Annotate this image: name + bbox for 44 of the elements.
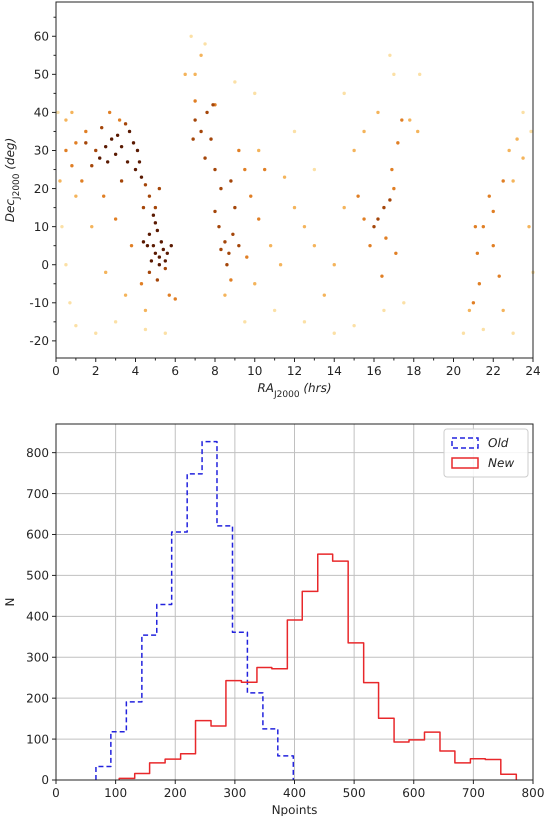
y-tick-label: 0 xyxy=(41,773,49,788)
y-tick-label: 300 xyxy=(26,650,49,664)
y-tick-label: 400 xyxy=(26,610,49,624)
x-tick-label: 20 xyxy=(446,364,462,378)
y-tick-label: 10 xyxy=(34,220,49,234)
x-tick-label: 800 xyxy=(522,786,544,800)
y-tick-label: 0 xyxy=(41,258,49,272)
y-tick-label: 200 xyxy=(26,691,49,706)
x-tick-label: 16 xyxy=(366,364,382,378)
legend-label: Old xyxy=(488,436,509,450)
x-tick-label: 2 xyxy=(92,364,100,378)
x-tick-label: 400 xyxy=(283,786,306,800)
y-tick-label: 50 xyxy=(34,68,49,82)
y-tick-label: 800 xyxy=(26,446,49,460)
x-tick-label: 100 xyxy=(104,786,128,800)
x-tick-label: 6 xyxy=(171,364,180,378)
x-tick-label: 600 xyxy=(402,786,426,800)
x-tick-label: 12 xyxy=(286,364,302,378)
x-tick-label: 0 xyxy=(52,364,60,378)
x-tick-label: 500 xyxy=(342,786,366,800)
y-tick-label: 40 xyxy=(34,106,49,120)
y-tick-label: 30 xyxy=(34,144,49,158)
x-tick-label: 200 xyxy=(164,786,187,800)
x-tick-label: 22 xyxy=(486,364,501,378)
x-tick-label: 300 xyxy=(223,786,246,800)
x-tick-label: 8 xyxy=(211,364,219,378)
x-tick-label: 700 xyxy=(462,786,485,800)
x-tick-label: 24 xyxy=(525,364,541,378)
x-axis-title: RA$_{J2000}$ (hrs) xyxy=(257,381,332,400)
y-axis-title: N xyxy=(3,598,17,606)
x-tick-label: 10 xyxy=(247,364,262,378)
y-tick-label: 500 xyxy=(26,568,49,583)
y-tick-label: 20 xyxy=(34,182,49,196)
x-tick-label: 14 xyxy=(326,364,342,378)
x-tick-label: 4 xyxy=(132,364,140,378)
y-tick-label: -10 xyxy=(29,296,49,310)
x-tick-label: 0 xyxy=(52,786,60,800)
y-tick-label: 60 xyxy=(34,29,49,44)
y-tick-label: 700 xyxy=(26,486,49,501)
y-tick-label: 100 xyxy=(26,732,49,746)
x-tick-label: 18 xyxy=(406,364,422,378)
y-tick-label: 600 xyxy=(26,528,49,542)
y-tick-label: -20 xyxy=(29,334,49,348)
legend-label: New xyxy=(488,456,514,470)
